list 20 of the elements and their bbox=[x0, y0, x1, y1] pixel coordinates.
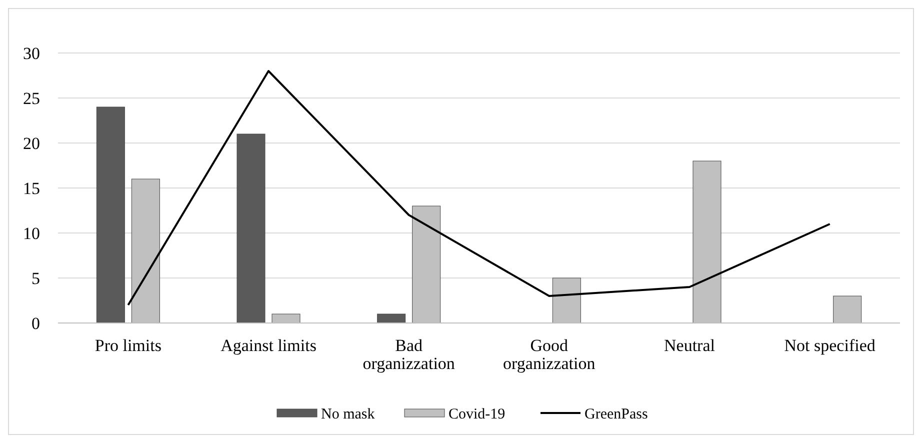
bar bbox=[236, 134, 266, 324]
x-tick-label: Bad organizzation bbox=[362, 336, 456, 373]
y-tick-label: 20 bbox=[23, 134, 40, 153]
y-tick-label: 10 bbox=[23, 224, 40, 243]
y-tick-label: 5 bbox=[32, 268, 40, 288]
line-series bbox=[127, 70, 831, 306]
x-tick-label: Neutral bbox=[664, 336, 716, 355]
x-tick-label: Good organizzation bbox=[503, 336, 596, 373]
legend-label: Covid-19 bbox=[448, 406, 506, 422]
x-tick-label: Pro limits bbox=[94, 336, 162, 355]
legend-label: GreenPass bbox=[584, 406, 648, 422]
y-tick-label: 25 bbox=[23, 88, 40, 108]
bar bbox=[96, 106, 125, 324]
x-tick-label: Against limits bbox=[220, 336, 316, 355]
x-tick-label: Not specified bbox=[784, 336, 876, 355]
y-tick-label: 15 bbox=[23, 178, 40, 198]
bar bbox=[377, 314, 406, 324]
legend-label: No mask bbox=[321, 406, 376, 422]
y-tick-label: 30 bbox=[23, 44, 40, 63]
y-tick-label: 0 bbox=[32, 314, 40, 333]
